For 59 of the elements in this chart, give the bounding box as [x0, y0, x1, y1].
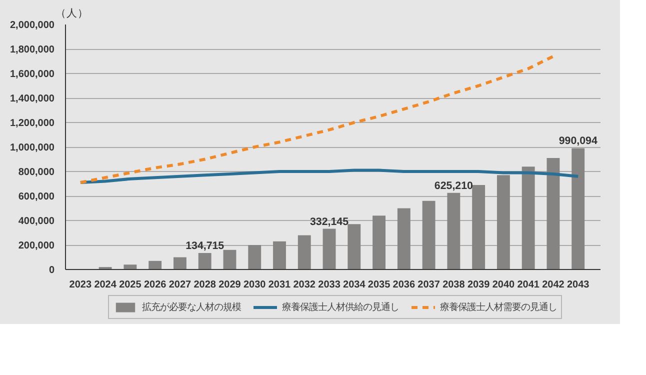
- bar: [173, 257, 186, 270]
- data-label: 625,210: [434, 180, 474, 192]
- data-label: 134,715: [186, 240, 224, 252]
- bar: [148, 260, 162, 270]
- y-tick-label: 0: [48, 265, 55, 276]
- x-tick-label: 2041: [517, 280, 540, 290]
- bar: [248, 245, 262, 270]
- bar: [422, 200, 436, 270]
- y-tick-label: 1,800,000: [10, 44, 55, 56]
- x-tick-label: 2029: [218, 280, 242, 290]
- y-tick-label: 2,000,000: [10, 20, 55, 31]
- bar: [397, 208, 410, 270]
- bar: [572, 148, 585, 270]
- x-tick-label: 2040: [492, 280, 516, 290]
- x-tick-label: 2037: [418, 280, 440, 290]
- y-tick-label: 1,200,000: [10, 118, 55, 129]
- x-tick-label: 2026: [144, 280, 167, 290]
- bar: [372, 216, 386, 270]
- x-tick-label: 2035: [368, 280, 391, 290]
- bar: [298, 235, 311, 270]
- legend-label: 療養保護士人材需要の見通し: [440, 300, 557, 314]
- x-tick-label: 2025: [119, 280, 142, 290]
- y-tick-label: 600,000: [18, 192, 55, 202]
- x-tick-label: 2034: [343, 280, 366, 290]
- bar: [198, 252, 212, 270]
- x-tick-label: 2043: [566, 280, 590, 290]
- x-tick-label: 2042: [542, 280, 565, 290]
- data-label: 990,094: [558, 135, 598, 148]
- x-tick-label: 2033: [318, 280, 341, 290]
- data-label: 332,145: [310, 216, 349, 228]
- bar: [223, 250, 236, 270]
- x-tick-label: 2032: [293, 280, 316, 290]
- x-tick-label: 2024: [94, 280, 117, 290]
- x-tick-label: 2030: [243, 280, 266, 290]
- y-tick-label: 1,000,000: [10, 142, 55, 154]
- x-tick-label: 2039: [467, 280, 490, 290]
- bar: [348, 224, 361, 270]
- bar: [522, 166, 535, 270]
- x-tick-label: 2038: [442, 280, 466, 290]
- y-tick-label: 200,000: [18, 240, 55, 252]
- x-tick-label: 2031: [268, 280, 292, 290]
- y-tick-label: 1,600,000: [10, 69, 55, 80]
- bar: [472, 184, 486, 270]
- bar: [322, 228, 336, 270]
- x-tick-label: 2036: [392, 280, 416, 290]
- bar: [447, 192, 460, 270]
- y-tick-label: 1,400,000: [10, 94, 55, 104]
- legend-label: 拡充が必要な人材の規模: [142, 300, 241, 314]
- x-tick-label: 2023: [69, 280, 92, 290]
- bar: [496, 175, 510, 270]
- y-axis-title: （人）: [56, 8, 88, 20]
- bar: [273, 241, 286, 270]
- x-tick-label: 2027: [168, 280, 192, 290]
- legend-label: 療養保護士人材供給の見通し: [282, 300, 399, 314]
- y-tick-label: 800,000: [18, 167, 55, 178]
- bar: [124, 264, 137, 270]
- bar: [546, 158, 560, 270]
- x-tick-label: 2028: [194, 280, 216, 290]
- y-tick-label: 400,000: [18, 216, 55, 227]
